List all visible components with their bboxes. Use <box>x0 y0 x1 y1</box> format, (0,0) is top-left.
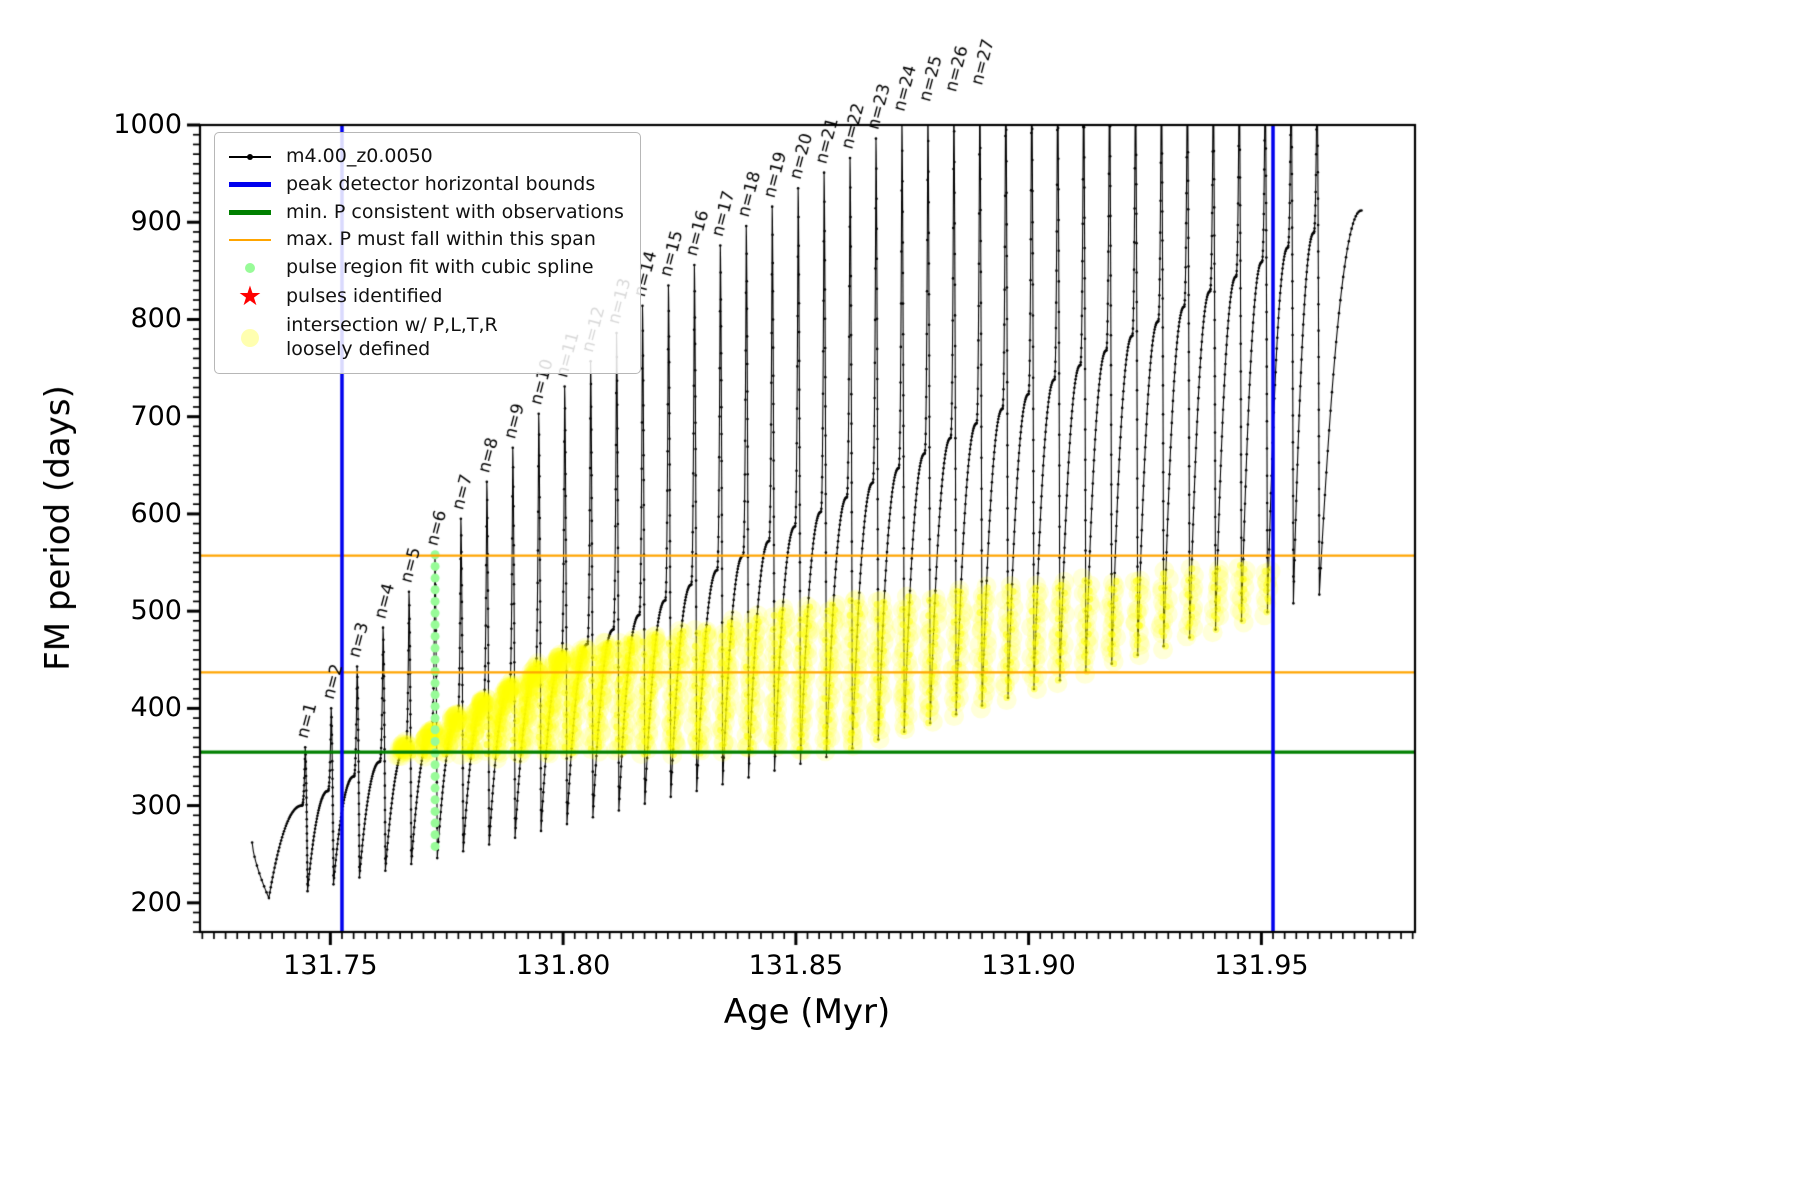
thick-line-icon <box>227 209 273 215</box>
x-tick-label: 131.80 <box>515 950 611 981</box>
legend-label: min. P consistent with observations <box>286 200 624 223</box>
y-tick-label: 800 <box>130 303 182 335</box>
x-tick-label: 131.85 <box>748 950 844 981</box>
y-tick-label: 600 <box>130 497 182 529</box>
x-tick-label: 131.75 <box>283 950 378 981</box>
legend-item-2: peak detector horizontal bounds <box>227 173 624 197</box>
legend-label: m4.00_z0.0050 <box>286 145 433 167</box>
x-tick-label: 131.90 <box>981 950 1076 981</box>
legend-item-4: max. P must fall within this span <box>227 228 624 252</box>
series-line-marker-icon <box>227 153 273 161</box>
thick-line-icon <box>227 182 273 188</box>
small-dot-icon <box>227 262 273 273</box>
legend-label: intersection w/ P,L,T,R loosely defined <box>286 313 498 360</box>
legend-item-5: pulse region fit with cubic spline <box>227 256 624 280</box>
legend-label: pulse region fit with cubic spline <box>286 256 594 278</box>
large-dot-icon <box>227 328 273 347</box>
legend-label: pulses identified <box>286 284 443 307</box>
star-icon: ★ <box>237 280 263 312</box>
x-tick-label: 131.95 <box>1214 950 1309 981</box>
y-tick-label: 200 <box>130 886 182 918</box>
legend-item-7: intersection w/ P,L,T,R loosely defined <box>227 314 624 362</box>
y-tick-label: 400 <box>130 692 182 724</box>
y-tick-label: 1000 <box>113 109 182 140</box>
legend-item-3: min. P consistent with observations <box>227 201 624 225</box>
x-axis-label: Age (Myr) <box>723 992 891 1032</box>
y-tick-label: 500 <box>130 595 182 627</box>
y-axis-label: FM period (days) <box>38 385 78 671</box>
legend-item-6: ★ pulses identified <box>227 280 624 312</box>
y-tick-label: 900 <box>130 206 182 238</box>
line-icon <box>227 238 273 242</box>
legend-item-1: m4.00_z0.0050 <box>227 145 624 169</box>
legend-label: max. P must fall within this span <box>286 228 596 251</box>
y-tick-label: 700 <box>130 400 182 432</box>
y-tick-label: 300 <box>130 789 182 821</box>
legend-label: peak detector horizontal bounds <box>286 172 596 195</box>
